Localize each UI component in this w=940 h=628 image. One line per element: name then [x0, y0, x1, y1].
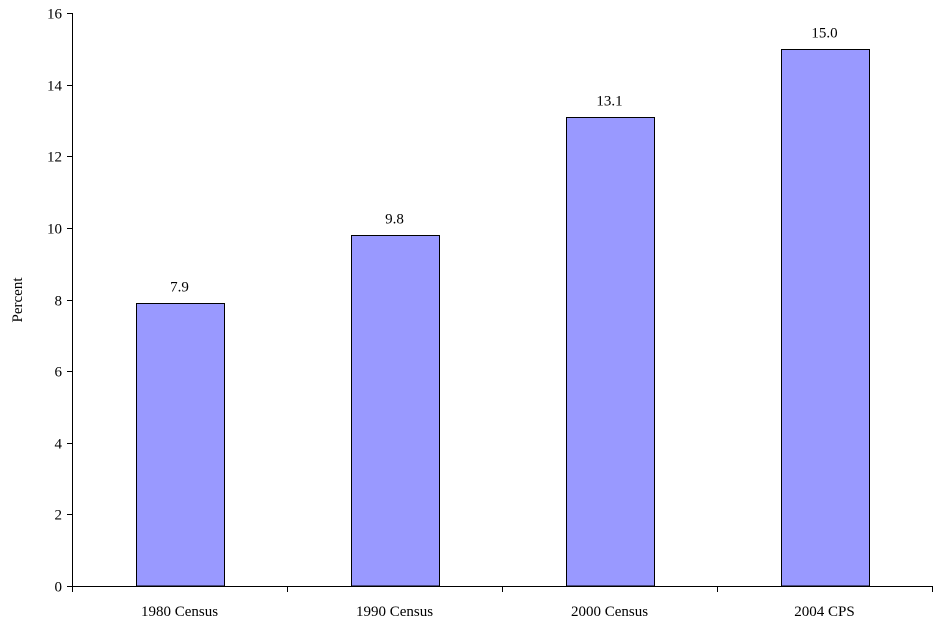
bars-layer	[136, 49, 870, 587]
y-tick-label: 8	[55, 294, 63, 310]
bar-data-label: 13.1	[596, 94, 622, 110]
y-tick-label: 10	[47, 222, 62, 238]
y-tick-label: 0	[55, 580, 63, 596]
bar-data-label: 7.9	[170, 280, 189, 296]
y-ticks-layer: 0 2 4 6 8 10 12 14 16	[47, 7, 72, 596]
y-axis-title: Percent	[10, 277, 26, 323]
y-tick-label: 12	[47, 150, 62, 166]
data-labels-layer: 7.9 9.8 13.1 15.0	[170, 26, 838, 296]
y-tick-label: 14	[47, 79, 63, 95]
x-ticks-layer: 1980 Census 1990 Census 2000 Census 2004 CP…	[72, 586, 933, 620]
x-tick-label: 2000 Census	[571, 604, 648, 620]
x-tick-label: 1990 Census	[356, 604, 433, 620]
x-tick-label: 1980 Census	[141, 604, 218, 620]
bar	[566, 117, 655, 587]
y-tick-label: 16	[47, 7, 63, 23]
bar	[136, 303, 225, 587]
y-tick-label: 4	[55, 437, 63, 453]
x-tick-label: 2004 CPS	[794, 604, 854, 620]
bar	[781, 49, 870, 587]
y-tick-label: 2	[55, 508, 63, 524]
bar-data-label: 15.0	[811, 26, 837, 42]
y-tick-label: 6	[55, 365, 63, 381]
bar	[351, 235, 440, 587]
bar-data-label: 9.8	[385, 212, 404, 228]
